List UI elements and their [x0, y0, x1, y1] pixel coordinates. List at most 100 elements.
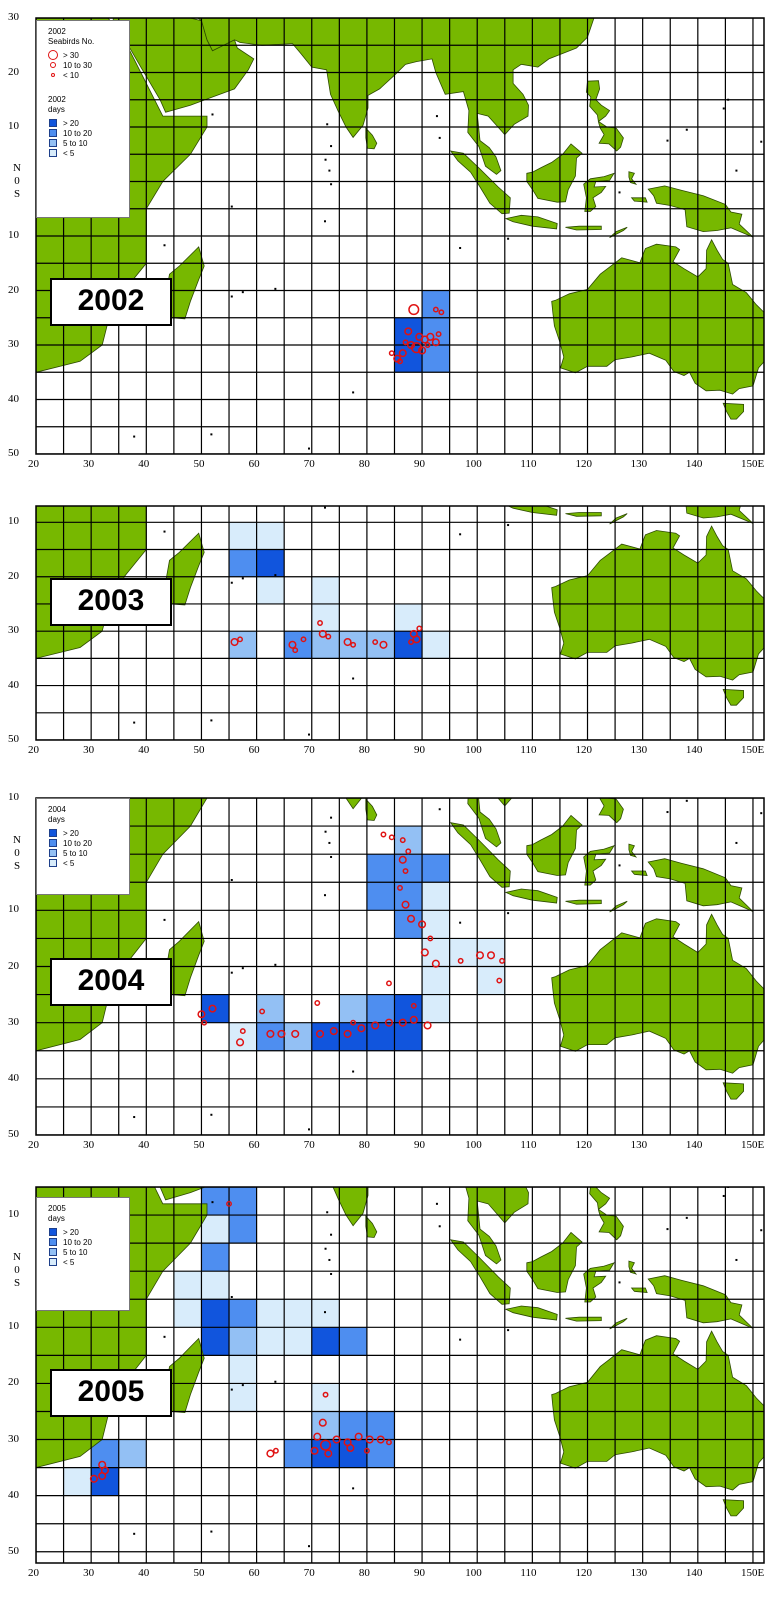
effort-cell	[422, 854, 450, 883]
map-legend: 2004 days > 20 10 to 20 5 to 10 < 5	[36, 798, 130, 895]
seabird-marker	[426, 332, 435, 341]
island-dot	[330, 145, 333, 148]
island-dot	[210, 433, 213, 436]
year-label-box: 2005	[50, 1369, 172, 1417]
land-flores	[565, 1316, 602, 1322]
x-tick-label: 120	[575, 744, 593, 756]
x-tick-label: 30	[83, 1567, 95, 1579]
island-dot	[459, 921, 462, 924]
island-dot	[133, 1116, 136, 1119]
effort-cell	[229, 1299, 257, 1328]
island-dot	[274, 1380, 277, 1383]
effort-cell	[256, 549, 285, 577]
land-sulawesi	[583, 172, 615, 212]
land-java	[504, 214, 558, 230]
effort-cell	[201, 1215, 230, 1244]
map-legend: 2005 days > 20 10 to 20 5 to 10 < 5	[36, 1197, 130, 1311]
island-dot	[330, 183, 333, 186]
island-dot	[459, 246, 462, 249]
island-dot	[163, 918, 166, 921]
seabird-marker	[365, 1435, 374, 1444]
y-tick-label: 10	[8, 229, 19, 241]
map-panel-2002: 30 20 10 10 20 30 40 50 N 0 S 20 30 40 50 60 70 80 90 100 11…	[0, 0, 784, 482]
effort-cell	[366, 1022, 395, 1051]
legend-days-class: 5 to 10	[63, 139, 88, 148]
land-sumatra	[449, 150, 511, 215]
island-dot	[326, 123, 329, 126]
seabird-marker	[292, 647, 299, 654]
island-dot	[211, 113, 214, 116]
effort-cell	[422, 994, 450, 1023]
x-tick-label: 140	[685, 1567, 703, 1579]
map-frame	[35, 17, 765, 455]
map-panel-2005: 10 10 20 30 40 50 N 0 S 20 30 40 50 60 70 80 90 100 110 120…	[0, 1181, 784, 1591]
seabird-marker	[350, 1019, 357, 1026]
seabird-marker	[397, 358, 403, 365]
seabird-marker	[406, 914, 416, 923]
legend-days-swatch	[49, 1228, 57, 1236]
seabird-marker	[408, 304, 420, 316]
y-tick-label: 10	[8, 791, 19, 803]
seabird-marker	[277, 1029, 286, 1038]
x-tick-label: 20	[28, 1567, 39, 1579]
effort-cell	[422, 938, 450, 967]
seabird-marker	[432, 306, 439, 313]
y-tick-label: 50	[8, 1128, 19, 1140]
legend-days-class: 10 to 20	[63, 129, 92, 138]
island-dot	[230, 581, 233, 584]
effort-cell	[394, 631, 423, 659]
legend-seabird-title: 2002	[48, 27, 66, 36]
y-tick-label: 30	[8, 1015, 19, 1028]
effort-cell	[229, 522, 257, 550]
island-dot	[163, 244, 166, 247]
y-tick-label: 20	[8, 283, 19, 296]
legend-days-swatch	[49, 1248, 57, 1256]
y-tick-label: 20	[8, 65, 19, 78]
effort-cell	[229, 1187, 257, 1216]
x-tick-label: 80	[358, 744, 370, 756]
island-dot	[308, 733, 310, 736]
island-dot	[323, 506, 326, 509]
legend-days-swatch	[49, 149, 57, 157]
land-srilanka	[365, 127, 378, 150]
island-dot	[435, 115, 438, 118]
effort-cell	[339, 631, 367, 659]
effort-cell	[229, 1383, 257, 1412]
effort-cell	[339, 1327, 367, 1356]
land-flores	[565, 225, 602, 231]
seabird-marker	[376, 1435, 385, 1444]
land-java	[507, 506, 558, 516]
land-asia	[345, 798, 513, 848]
seabird-marker	[399, 837, 406, 844]
x-tick-label: 90	[414, 458, 426, 470]
seabird-marker	[319, 1439, 332, 1451]
island-dot	[666, 139, 669, 142]
seabird-marker	[405, 848, 412, 855]
x-tick-label: 110	[520, 1567, 537, 1579]
seabird-marker	[457, 957, 464, 964]
land-halmahera	[628, 171, 638, 185]
map-frame	[35, 505, 765, 741]
x-tick-label: 80	[358, 1139, 370, 1151]
legend-days-swatch	[49, 849, 57, 857]
x-tick-label: 80	[358, 458, 370, 470]
land-flores	[565, 899, 602, 905]
seabird-marker	[386, 1439, 392, 1446]
effort-cell	[394, 345, 423, 373]
effort-cell	[201, 1327, 230, 1356]
y-tick-label: 30	[8, 11, 19, 23]
legend-days-subtitle: days	[48, 815, 65, 824]
land-australia	[551, 238, 764, 395]
effort-cell	[256, 1299, 285, 1328]
effort-cell	[394, 1022, 423, 1051]
legend-seabird-circle	[51, 73, 55, 77]
island-dot	[230, 971, 233, 974]
island-dot	[210, 1113, 213, 1116]
legend-seabird-circle	[50, 62, 56, 68]
effort-cell	[422, 290, 450, 318]
seabird-marker	[404, 327, 413, 336]
legend-days-class: < 5	[63, 149, 75, 158]
land-png	[685, 506, 754, 524]
seabird-marker	[427, 935, 434, 942]
island-dot	[352, 1070, 355, 1073]
